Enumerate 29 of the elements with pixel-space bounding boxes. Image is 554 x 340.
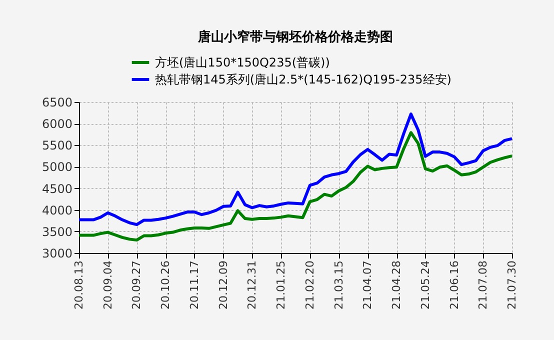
x-tick-label: 20.12.31	[246, 260, 259, 310]
x-tick-label: 21.03.15	[332, 260, 346, 310]
y-tick-label: 3500	[42, 224, 72, 239]
legend-label: 热轧带钢145系列(唐山2.5*(145-162)Q195-235经安)	[155, 72, 452, 86]
y-tick-label: 5000	[42, 160, 72, 174]
x-tick-label: 20.09.27	[130, 260, 144, 310]
x-tick-label: 20.10.26	[159, 260, 172, 310]
y-tick-label: 4500	[42, 182, 72, 196]
x-tick-label: 21.04.07	[361, 260, 374, 310]
x-tick-label: 21.04.28	[390, 260, 404, 310]
chart-title: 唐山小窄带与钢坯价格价格走势图	[197, 29, 393, 45]
x-tick-label: 20.09.04	[101, 260, 114, 310]
x-tick-label: 21.05.24	[418, 260, 432, 310]
y-tick-label: 4000	[42, 203, 72, 218]
x-tick-label: 20.08.13	[72, 260, 86, 310]
legend-label: 方坯(唐山150*150Q235(普碳))	[155, 56, 330, 70]
y-tick-label: 6000	[42, 117, 72, 132]
x-tick-label: 21.02.20	[303, 260, 316, 310]
y-tick-label: 5500	[42, 138, 72, 153]
x-tick-label: 20.12.09	[216, 260, 230, 310]
y-tick-label: 6500	[42, 96, 72, 110]
x-tick-label: 21.01.25	[274, 260, 288, 310]
x-tick-label: 21.07.08	[476, 260, 490, 310]
y-tick-label: 3000	[42, 246, 72, 260]
x-tick-label: 21.06.16	[448, 260, 461, 310]
line-series	[78, 112, 514, 226]
x-tick-label: 21.07.30	[506, 260, 518, 310]
x-tick-label: 20.11.17	[188, 260, 201, 310]
line-series	[78, 131, 514, 242]
